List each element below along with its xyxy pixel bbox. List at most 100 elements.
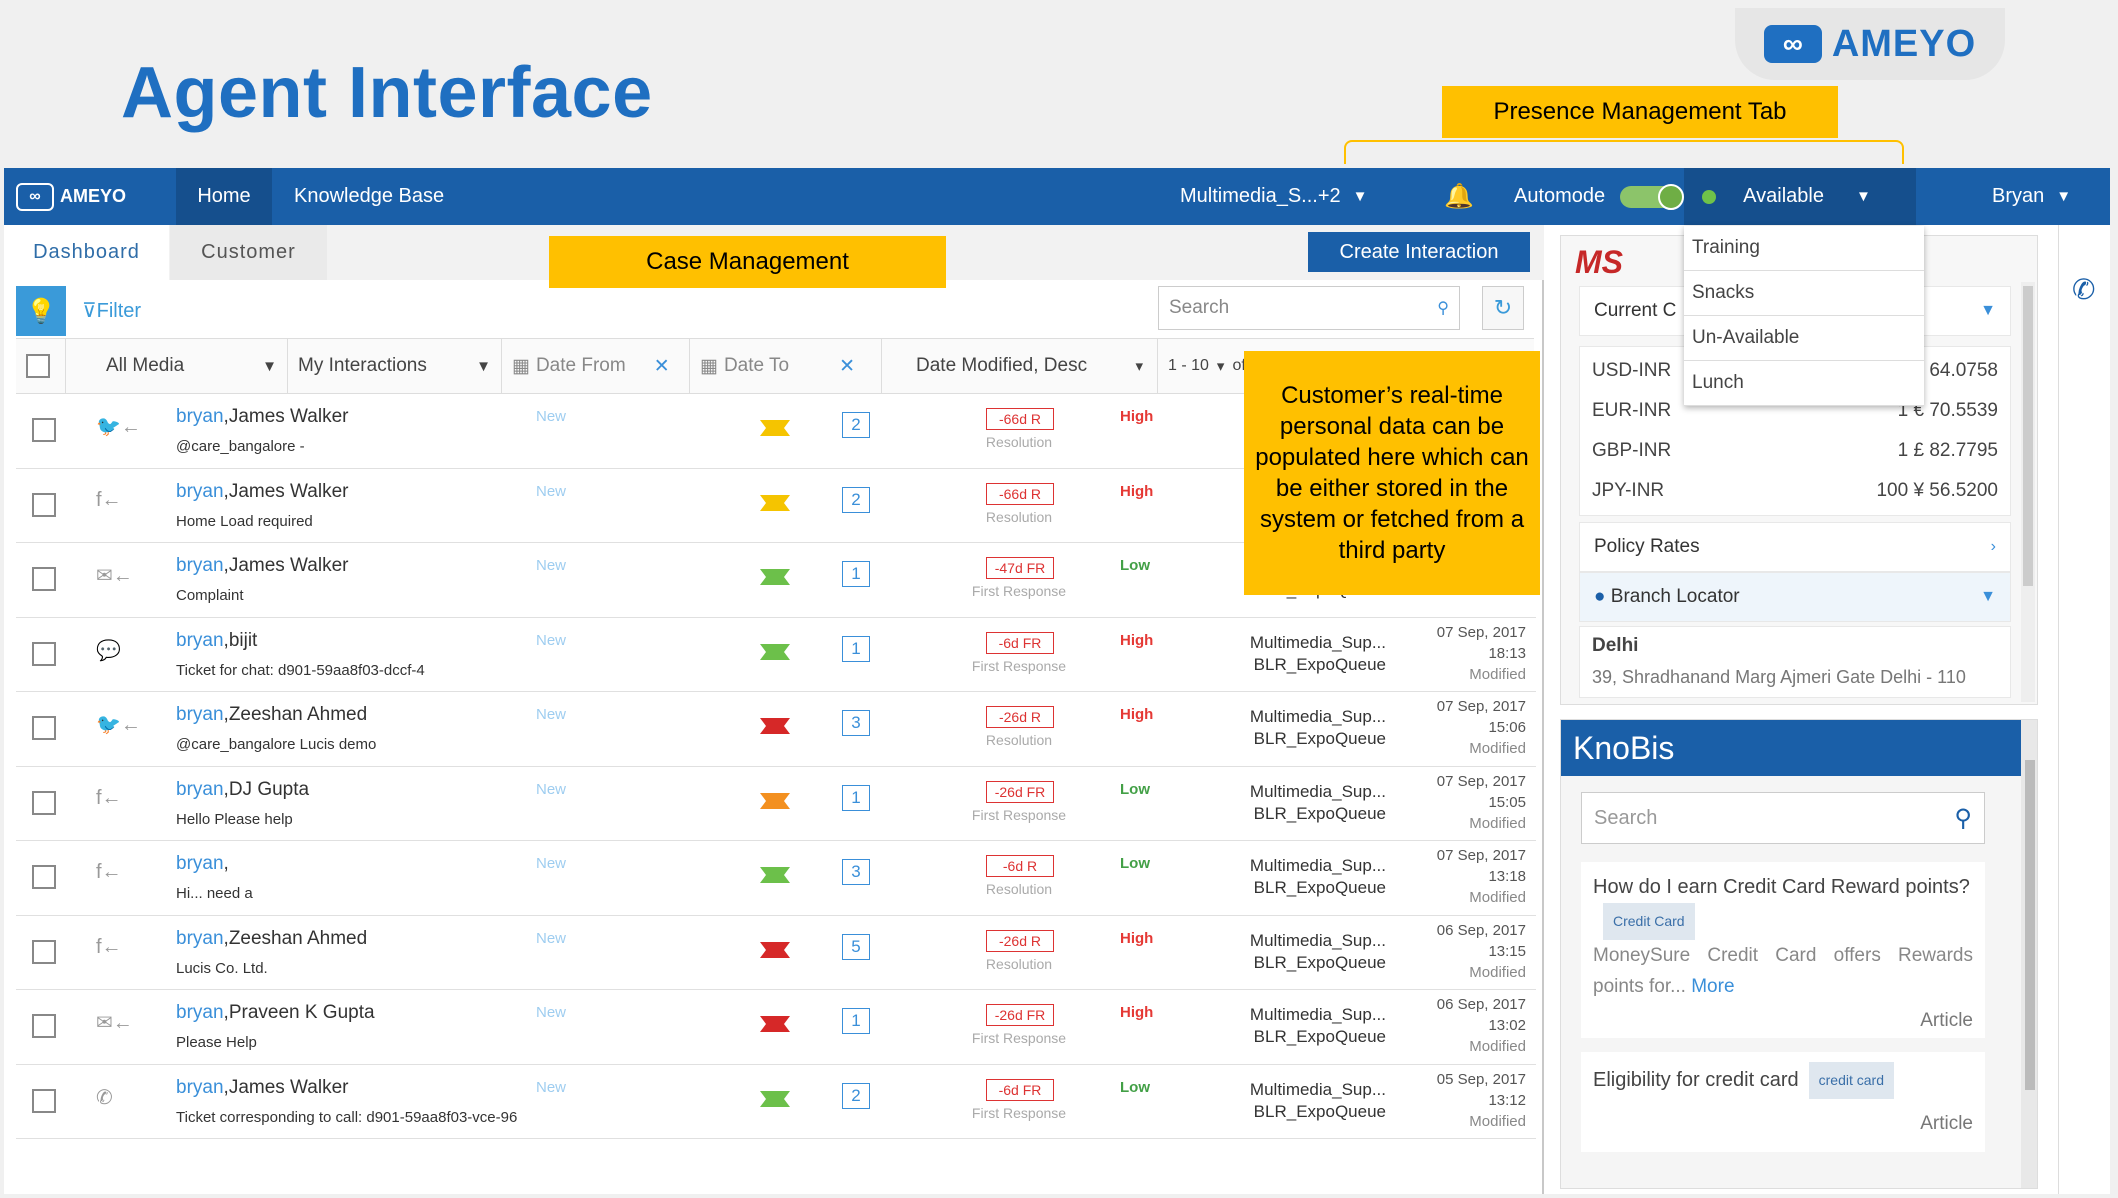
ameyo-app-logo[interactable]: ∞ AMEYO <box>16 180 158 213</box>
nav-knowledge-base[interactable]: Knowledge Base <box>294 185 445 207</box>
branch-locator-card[interactable]: ● Branch Locator ▼ <box>1579 572 2011 622</box>
presence-option[interactable]: Lunch <box>1684 361 1924 406</box>
row-count-badge[interactable]: 3 <box>842 710 870 736</box>
bell-icon[interactable]: 🔔 <box>1444 183 1474 210</box>
date-from-field[interactable]: ▦ Date From ✕ <box>502 339 690 393</box>
scrollbar-thumb[interactable] <box>2025 760 2035 1090</box>
automode-toggle[interactable] <box>1620 184 1684 210</box>
table-row[interactable]: f← bryan, Hi... need a New 3 -6d R Resol… <box>16 841 1536 916</box>
filter-button[interactable]: ⊽Filter <box>82 298 141 323</box>
article-title-text: Eligibility for credit card <box>1593 1068 1799 1091</box>
row-subject: Hello Please help <box>176 810 293 828</box>
row-checkbox[interactable] <box>32 1088 56 1113</box>
row-count-badge[interactable]: 1 <box>842 635 870 662</box>
kb-article[interactable]: How do I earn Credit Card Reward points?… <box>1581 862 1985 1038</box>
interactions-filter[interactable]: My Interactions ▼ <box>288 339 502 393</box>
select-all-checkbox[interactable] <box>26 354 50 378</box>
dropdown-arrow-icon: ▼ <box>262 357 277 375</box>
article-more-link[interactable]: More <box>1691 976 1735 997</box>
row-checkbox[interactable] <box>32 1014 56 1038</box>
priority-flag-icon <box>760 420 790 436</box>
search-input[interactable]: Search ⚲ <box>1158 286 1460 330</box>
row-count-badge[interactable]: 2 <box>842 1082 870 1109</box>
row-count-badge[interactable]: 2 <box>842 412 870 438</box>
row-count-badge[interactable]: 2 <box>842 486 870 513</box>
table-row[interactable]: 🐦← bryan,Zeeshan Ahmed @care_bangalore L… <box>16 692 1536 767</box>
row-subject: Ticket for chat: d901-59aa8f03-dccf-4 <box>176 661 425 679</box>
email-icon: ✉← <box>96 565 133 587</box>
clear-icon[interactable]: ✕ <box>839 355 856 377</box>
row-sla-type: First Response <box>971 806 1067 823</box>
user-menu[interactable]: Bryan ▼ <box>1992 168 2071 225</box>
row-count-badge[interactable]: 1 <box>842 1008 870 1034</box>
tab-dashboard[interactable]: Dashboard <box>4 225 169 280</box>
customer-scrollbar[interactable] <box>2021 282 2035 702</box>
row-title[interactable]: bryan,James Walker <box>176 406 349 427</box>
row-checkbox[interactable] <box>32 716 56 740</box>
toggle-knob <box>1658 184 1684 210</box>
row-priority: High <box>1120 408 1154 425</box>
row-date-day: 07 Sep, 2017 <box>1436 772 1526 790</box>
branch-locator-header[interactable]: ● Branch Locator ▼ <box>1580 573 2010 621</box>
row-customer: James Walker <box>228 1076 349 1098</box>
row-title[interactable]: bryan,James Walker <box>176 555 349 576</box>
row-title[interactable]: bryan,James Walker <box>176 480 349 502</box>
campaign-selector[interactable]: Multimedia_S...+2 ▼ <box>1180 168 1368 225</box>
slide-title: Agent Interface <box>121 53 653 133</box>
row-title[interactable]: bryan, <box>176 853 229 874</box>
row-title[interactable]: bryan,bijit <box>176 629 258 651</box>
kb-article[interactable]: Eligibility for credit card credit card A… <box>1581 1052 1985 1152</box>
create-interaction-button[interactable]: Create Interaction <box>1308 232 1530 272</box>
branch-address: 39, Shradhanand Marg Ajmeri Gate Delhi -… <box>1592 667 1966 687</box>
presence-option[interactable]: Snacks <box>1684 271 1924 316</box>
kb-search-input[interactable]: Search ⚲ <box>1581 792 1985 844</box>
row-title[interactable]: bryan,Zeeshan Ahmed <box>176 927 368 949</box>
table-row[interactable]: f← bryan,Zeeshan Ahmed Lucis Co. Ltd. Ne… <box>16 916 1536 990</box>
table-row[interactable]: ✉← bryan,Praveen K Gupta Please Help New… <box>16 990 1536 1065</box>
row-count-badge[interactable]: 5 <box>842 933 870 960</box>
media-filter[interactable]: All Media ▼ <box>66 339 288 393</box>
presence-option[interactable]: Training <box>1684 226 1924 271</box>
row-checkbox[interactable] <box>32 567 56 591</box>
row-status: New <box>536 780 567 798</box>
row-checkbox[interactable] <box>32 865 56 889</box>
currency-card-header[interactable]: Current C ▼ <box>1580 287 2010 335</box>
policy-rates-card[interactable]: Policy Rates › <box>1579 522 2011 572</box>
table-row[interactable]: 💬 bryan,bijit Ticket for chat: d901-59aa… <box>16 618 1536 692</box>
tab-customer[interactable]: Customer <box>170 225 327 280</box>
kb-scrollbar[interactable] <box>2021 720 2037 1188</box>
clear-icon[interactable]: ✕ <box>653 355 670 377</box>
row-title[interactable]: bryan,DJ Gupta <box>176 778 310 800</box>
sort-selector[interactable]: Date Modified, Desc ▾ <box>882 339 1158 393</box>
presence-option[interactable]: Un-Available <box>1684 316 1924 361</box>
pagination[interactable]: 1 - 10 ▾ of <box>1158 339 1258 393</box>
refresh-icon[interactable]: ↻ <box>1482 286 1524 330</box>
row-date-time: 13:02 <box>1488 1017 1526 1034</box>
presence-tab[interactable]: Available ▼ <box>1684 168 1916 225</box>
nav-home[interactable]: Home <box>176 168 272 225</box>
row-count-badge[interactable]: 3 <box>842 859 870 885</box>
chevron-down-icon: ▼ <box>2056 188 2072 205</box>
phone-icon[interactable]: ✆ <box>2072 274 2096 305</box>
search-icon[interactable]: ⚲ <box>1954 804 1972 832</box>
row-count-badge[interactable]: 1 <box>842 784 870 811</box>
date-to-field[interactable]: ▦ Date To ✕ <box>690 339 882 393</box>
top-navigation: ∞ AMEYO Home Knowledge Base Multimedia_S… <box>4 168 2110 225</box>
table-row[interactable]: f← bryan,DJ Gupta Hello Please help New … <box>16 767 1536 841</box>
lightbulb-icon[interactable]: 💡 <box>16 286 66 336</box>
policy-rates-header[interactable]: Policy Rates › <box>1580 523 2010 571</box>
row-title[interactable]: bryan,James Walker <box>176 1076 349 1098</box>
row-count-badge[interactable]: 1 <box>842 561 870 587</box>
row-queue-campaign: Multimedia_Sup... <box>1249 707 1386 726</box>
row-checkbox[interactable] <box>32 492 56 517</box>
row-checkbox[interactable] <box>32 641 56 666</box>
row-title[interactable]: bryan,Praveen K Gupta <box>176 1002 375 1023</box>
table-row[interactable]: ✆ bryan,James Walker Ticket correspondin… <box>16 1065 1536 1139</box>
row-checkbox[interactable] <box>32 790 56 815</box>
row-title[interactable]: bryan,Zeeshan Ahmed <box>176 704 368 725</box>
row-customer: DJ Gupta <box>228 778 310 800</box>
scrollbar-thumb[interactable] <box>2023 286 2033 586</box>
row-date: 07 Sep, 2017 13:18 Modified <box>1400 845 1526 908</box>
row-checkbox[interactable] <box>32 939 56 964</box>
row-checkbox[interactable] <box>32 418 56 442</box>
